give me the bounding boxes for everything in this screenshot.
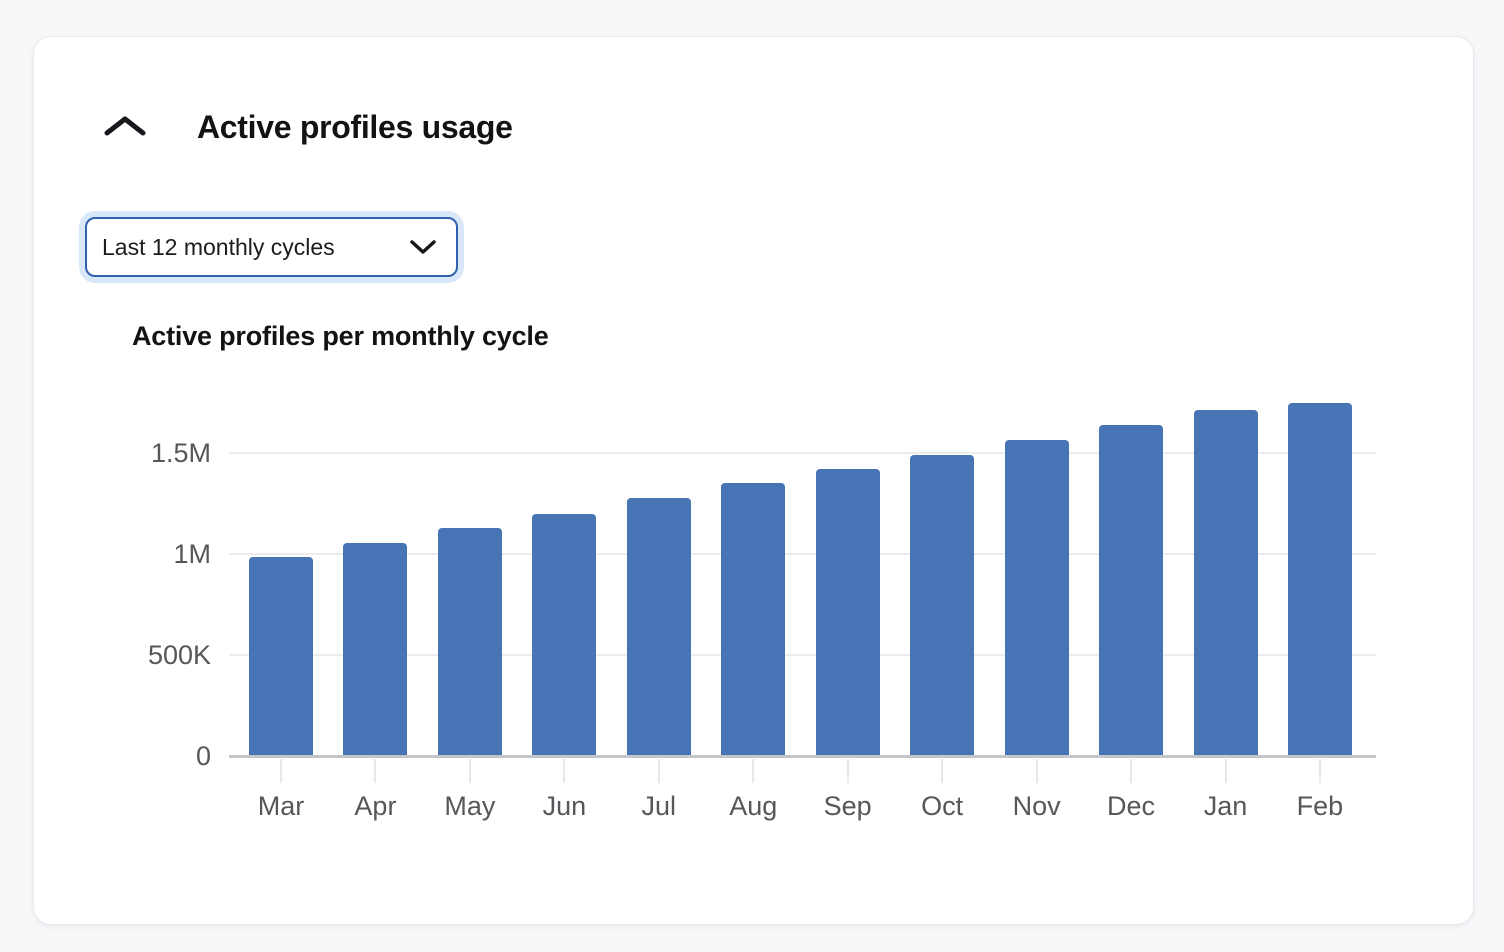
x-tick [941,759,944,783]
x-tick [563,759,566,783]
bar-feb [1287,402,1352,756]
x-axis-label: Feb [1296,791,1344,821]
x-axis-label: Jun [542,791,587,821]
x-tick [1318,759,1321,783]
x-axis-label: Nov [1012,791,1061,821]
x-axis-label: May [444,791,496,821]
x-axis-label: Dec [1107,791,1156,821]
x-tick [280,759,282,783]
bar-jul [626,498,691,756]
bar-jan [1193,409,1258,756]
bar-nov [1004,439,1069,756]
x-axis-baseline [229,755,1376,758]
collapse-section-button[interactable] [92,101,158,151]
cycle-range-dropdown[interactable]: Last 12 monthly cycles [85,217,458,277]
x-tick [846,759,849,783]
bar-apr [343,542,408,756]
bar-aug [721,483,786,756]
y-axis-label: 0 [195,741,211,771]
x-tick [468,759,471,783]
active-profiles-card: Active profiles usage Last 12 monthly cy… [33,36,1474,925]
dropdown-selected-label: Last 12 monthly cycles [102,233,335,260]
x-axis-label: Jul [641,791,677,821]
x-axis-label: Apr [354,791,397,821]
section-title: Active profiles usage [197,109,513,145]
bar-mar [249,557,313,756]
dropdown-focus-ring: Last 12 monthly cycles [79,211,464,283]
x-axis-label: Oct [921,791,964,821]
chart-title: Active profiles per monthly cycle [132,321,549,351]
x-tick [374,759,377,783]
x-tick [657,759,660,783]
x-tick [1130,759,1133,783]
chevron-down-icon [408,238,438,256]
bar-may [437,527,502,756]
bar-oct [910,455,975,756]
y-axis-label: 1M [173,539,211,569]
x-axis-label: Aug [729,791,778,821]
x-tick [1035,759,1038,783]
y-axis-label: 1.5M [150,438,211,468]
y-axis-label: 500K [147,640,211,670]
bar-chart: 1.5M 1M 500K 0 Mar Apr May Jun Jul Aug Sep Oct Nov De… [34,37,1473,924]
gridline [229,654,1376,656]
x-axis-label: Jan [1203,791,1248,821]
gridline [229,553,1376,555]
bar-dec [1099,424,1164,756]
bar-jun [532,513,597,756]
bar-sep [815,469,880,756]
chevron-up-icon [103,114,147,138]
gridline [229,452,1376,454]
x-axis-label: Sep [823,791,872,821]
x-axis-label: Mar [257,791,305,821]
x-tick [752,759,755,783]
x-tick [1224,759,1227,783]
